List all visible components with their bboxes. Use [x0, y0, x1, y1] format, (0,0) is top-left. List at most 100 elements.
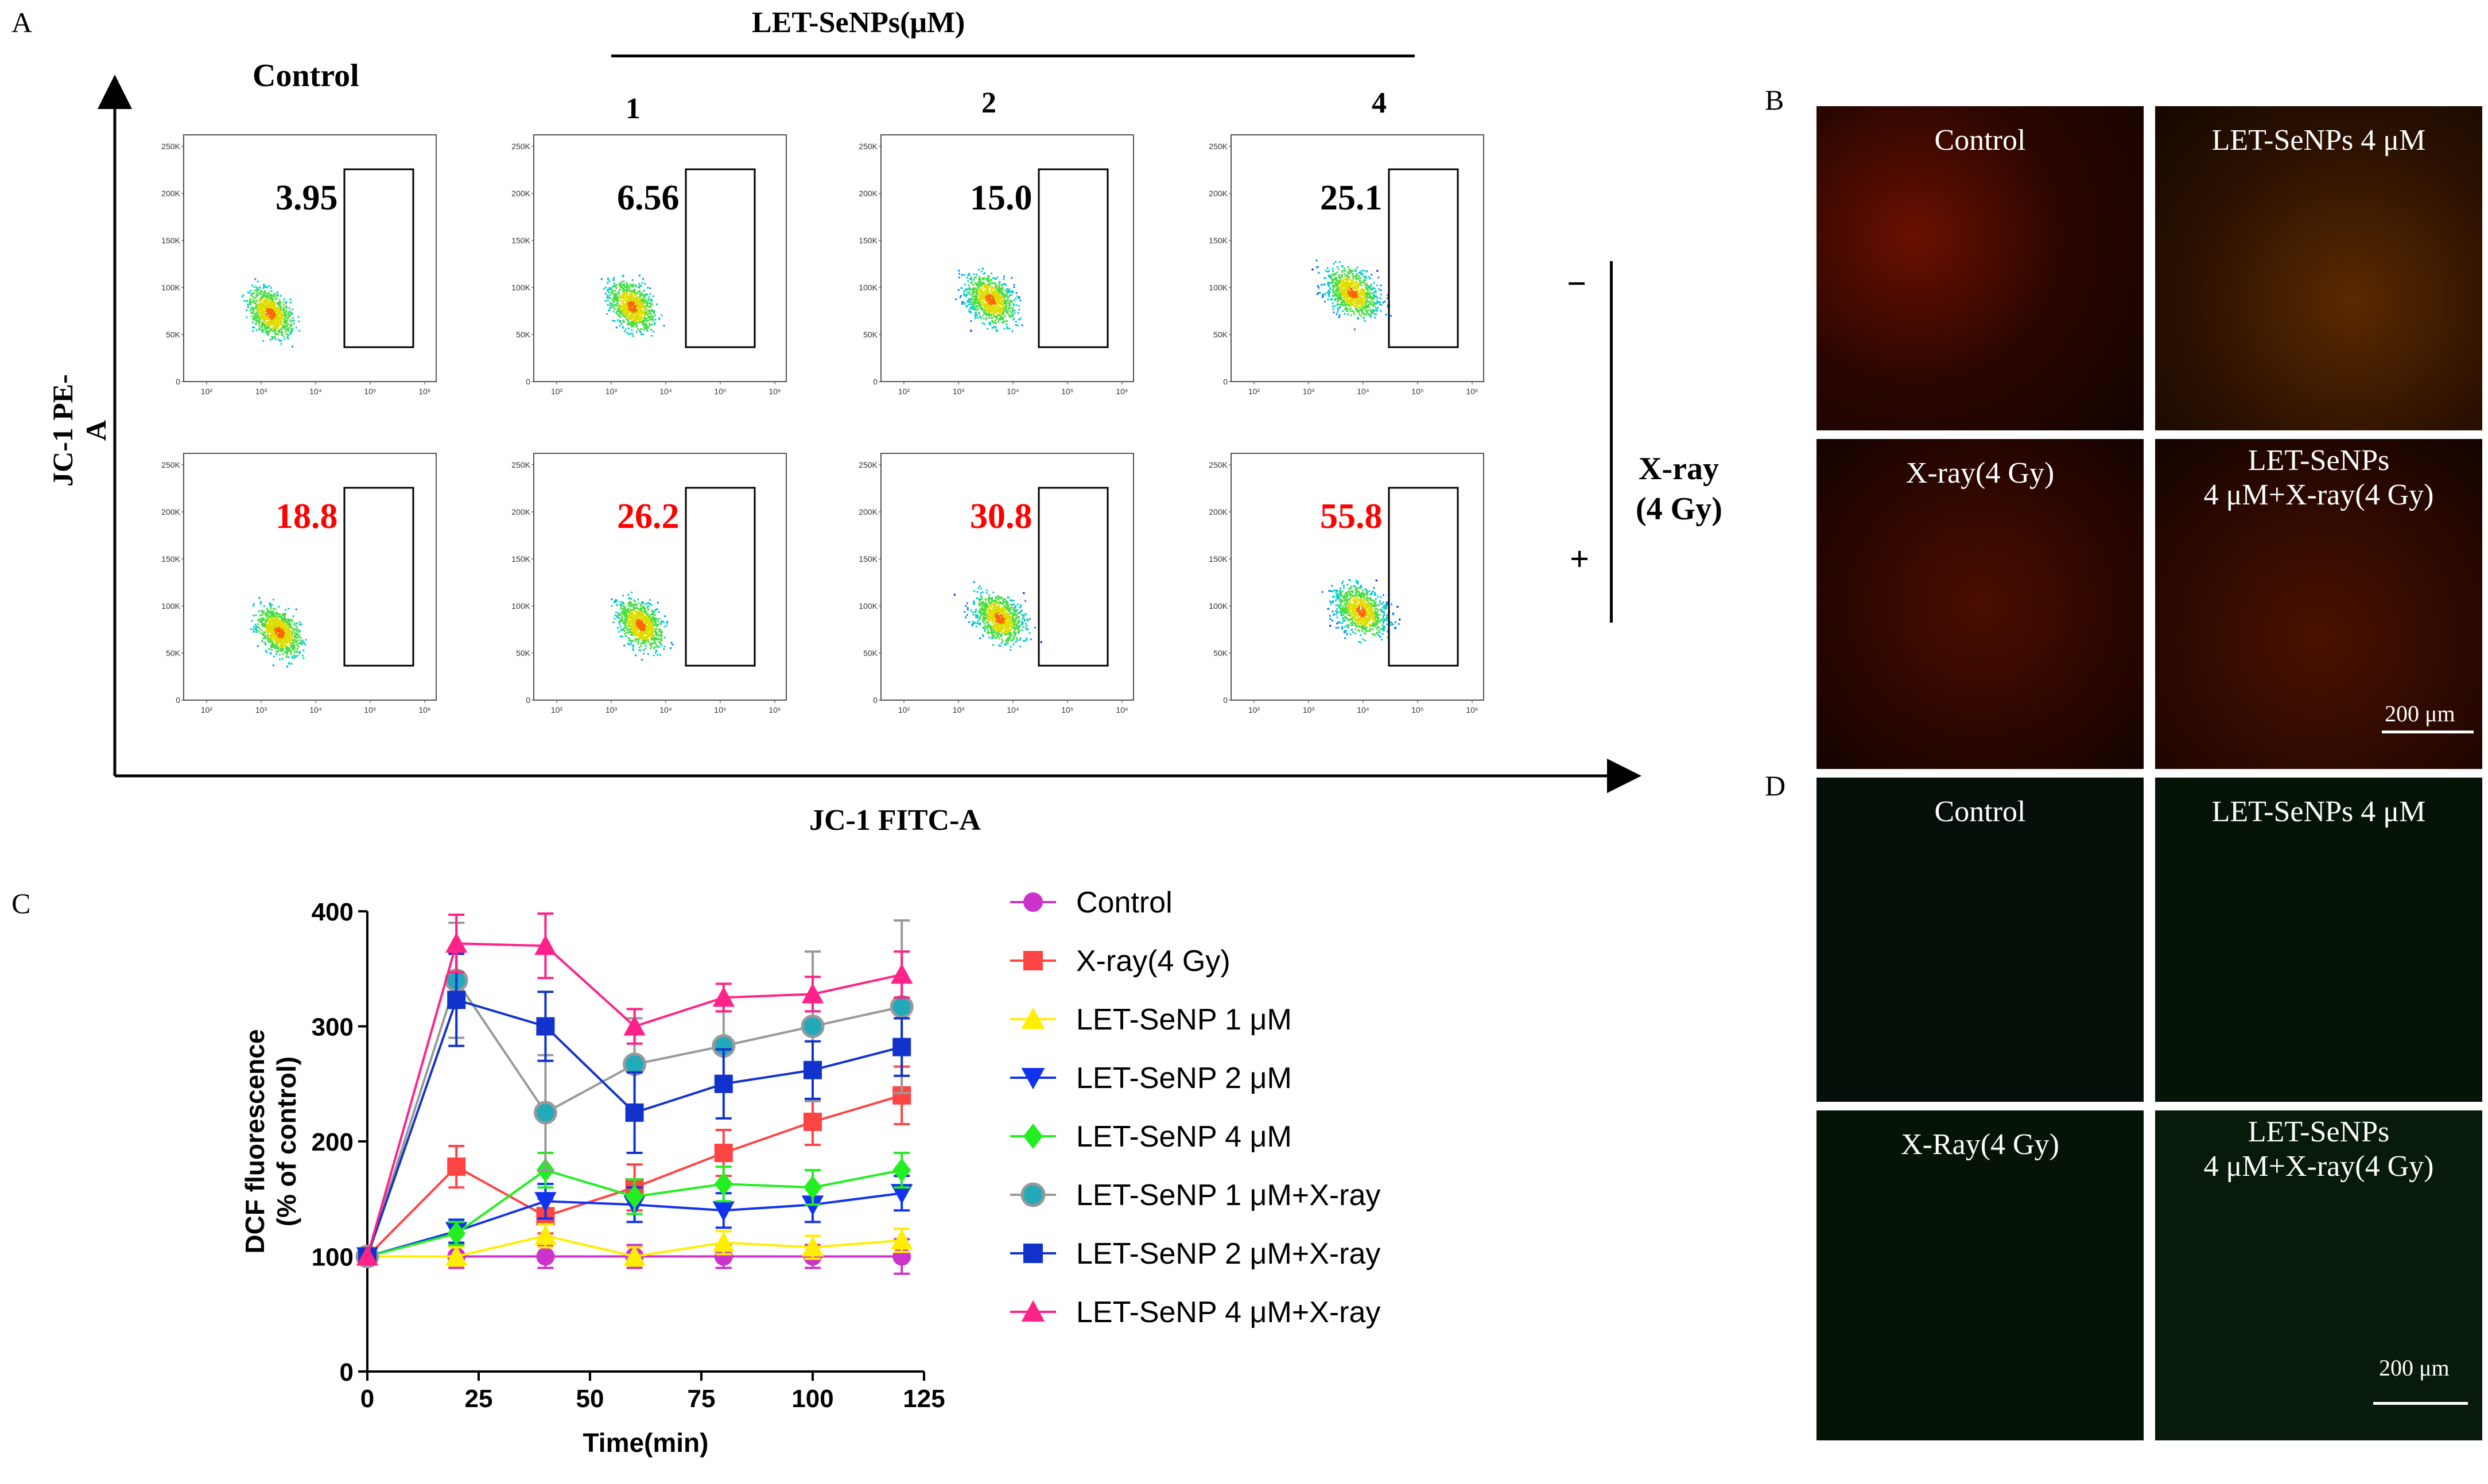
chart-series-7: [358, 953, 911, 1266]
x-axis-label-jc1-fitc: JC-1 FITC-A: [809, 804, 981, 837]
flow-x-tick: 10³: [605, 387, 618, 396]
flow-y-tick: 0: [176, 377, 180, 386]
chart-data-point: [447, 990, 466, 1009]
flow-x-tick: 10⁶: [1116, 705, 1128, 714]
flow-gate-box: [1388, 168, 1459, 348]
panel-a-axes: [98, 75, 1641, 793]
chart-legend-label: X-ray(4 Gy): [1076, 945, 1231, 978]
panel-label-c: C: [11, 887, 31, 919]
micrograph-d-control-label: Control: [1934, 795, 2026, 828]
flow-plot-r1-c4: 250K 200K 150K 100K 50K 0 10² 10³ 10⁴ 10⁵ 10⁶ 25.1: [1209, 134, 1484, 396]
flow-y-tick: 100K: [1209, 601, 1228, 611]
flow-y-tick: 150K: [511, 554, 530, 564]
xray-label-line1: X-ray: [1639, 451, 1719, 487]
col-label-control: Control: [253, 58, 359, 94]
flow-x-tick: 10³: [255, 705, 267, 714]
flow-x-tick: 10⁵: [1061, 705, 1073, 714]
chart-x-tick-label: 75: [688, 1385, 716, 1413]
chart-legend-label: LET-SeNP 1 μM: [1076, 1003, 1292, 1036]
micrograph-b-xray-label: X-ray(4 Gy): [1905, 457, 2055, 490]
flow-plot-r2-c2: 250K 200K 150K 100K 50K 0 10² 10³ 10⁴ 10⁵ 10⁶ 26.2: [511, 453, 787, 714]
chart-data-point: [536, 1017, 555, 1036]
flow-x-tick: 10⁶: [418, 705, 430, 714]
chart-x-tick-label: 0: [360, 1385, 374, 1413]
flow-y-tick: 200K: [859, 189, 878, 198]
flow-x-tick: 10³: [255, 387, 267, 396]
chart-legend-marker: [1021, 1068, 1045, 1090]
chart-data-point: [890, 994, 914, 1019]
micrograph-d-let4-xray-label: LET-SeNPs 4 μM+X-ray(4 Gy): [2203, 1116, 2434, 1183]
chart-y-tick-label: 200: [312, 1128, 354, 1156]
micrograph-b-let4-xray: LET-SeNPs 4 μM+X-ray(4 Gy) 200 μm: [2155, 439, 2482, 769]
flow-x-tick: 10⁴: [659, 387, 672, 396]
chart-data-point: [714, 1172, 733, 1196]
flow-plot-r1-c2: 250K 200K 150K 100K 50K 0 10² 10³ 10⁴ 10⁵ 10⁶ 6.56: [511, 134, 787, 396]
chart-legend-label: LET-SeNP 1 μM+X-ray: [1076, 1179, 1380, 1212]
flow-gate-box: [343, 487, 414, 667]
flow-x-tick: 10⁵: [1411, 705, 1423, 714]
flow-y-tick: 250K: [161, 460, 180, 469]
chart-legend-item-2: X-ray(4 Gy): [1010, 945, 1231, 978]
flow-x-tick: 10³: [953, 705, 965, 714]
col-label-1: 1: [626, 92, 641, 125]
micrograph-d-let4-xray: LET-SeNPs 4 μM+X-ray(4 Gy) 200 μm: [2155, 1110, 2482, 1440]
flow-gate-box: [343, 168, 414, 348]
chart-legend-marker: [1021, 1300, 1045, 1322]
flow-y-tick: 100K: [859, 283, 878, 292]
col-label-4: 4: [1372, 87, 1387, 119]
flow-x-tick: 10³: [605, 705, 618, 714]
flow-y-tick: 200K: [859, 507, 878, 516]
flow-y-tick: 100K: [511, 601, 530, 611]
chart-data-point: [804, 1060, 822, 1079]
chart-data-point: [625, 1184, 644, 1209]
flow-x-tick: 10⁴: [659, 705, 672, 714]
micrograph-d-xray: X-Ray(4 Gy): [1816, 1110, 2144, 1440]
chart-legend-label: LET-SeNP 2 μM: [1076, 1062, 1292, 1095]
xray-minus-sign: −: [1567, 265, 1587, 302]
chart-x-tick-label: 100: [791, 1385, 833, 1413]
chart-data-point: [534, 934, 557, 955]
chart-legend-marker: [1021, 1007, 1045, 1029]
flow-y-tick: 250K: [1209, 460, 1228, 469]
chart-data-point: [714, 1247, 733, 1266]
flow-x-tick: 10⁶: [1466, 387, 1478, 396]
flow-x-tick: 10³: [953, 387, 965, 396]
chart-series-8: [356, 912, 913, 1266]
micrograph-b-let4: LET-SeNPs 4 μM: [2155, 106, 2482, 430]
flow-y-tick: 0: [873, 377, 878, 386]
flow-y-tick: 100K: [161, 601, 180, 611]
flow-x-tick: 10⁶: [1116, 387, 1128, 396]
chart-legend-label: Control: [1076, 886, 1173, 919]
flow-x-tick: 10⁵: [714, 705, 726, 714]
gate-percent-xray: 30.8: [970, 497, 1033, 536]
scalebar-d-line: [2373, 1402, 2468, 1405]
scalebar-d-text: 200 μm: [2379, 1355, 2450, 1381]
gate-percent-xray: 26.2: [617, 497, 680, 536]
flow-y-tick: 100K: [859, 601, 878, 611]
col-label-2: 2: [981, 87, 996, 119]
chart-legend-item-1: Control: [1010, 886, 1173, 919]
flow-x-tick: 10⁵: [364, 387, 376, 396]
chart-data-point: [712, 986, 735, 1007]
flow-x-tick: 10²: [551, 705, 563, 714]
chart-legend-item-8: LET-SeNP 4 μM+X-ray: [1010, 1296, 1380, 1329]
flow-y-tick: 150K: [511, 236, 530, 245]
flow-x-tick: 10⁴: [309, 387, 322, 396]
chart-legend-marker: [1023, 1244, 1043, 1263]
chart-data-point: [712, 1201, 735, 1222]
chart-data-point: [801, 1015, 825, 1038]
flow-y-tick: 200K: [161, 189, 180, 198]
flow-plot-r2-c1: 250K 200K 150K 100K 50K 0 10² 10³ 10⁴ 10⁵ 10⁶ 18.8: [161, 453, 437, 714]
flow-y-tick: 50K: [516, 330, 531, 339]
panel-label-d: D: [1765, 770, 1786, 802]
flow-gate-box: [685, 487, 756, 667]
chart-legend-label: LET-SeNP 4 μM+X-ray: [1076, 1296, 1380, 1329]
chart-data-point: [801, 1236, 824, 1257]
chart-data-point: [625, 1103, 644, 1122]
flow-x-tick: 10⁴: [1357, 705, 1369, 714]
flow-x-tick: 10⁶: [418, 387, 430, 396]
chart-y-label-line2: (% of control): [271, 1056, 301, 1226]
flow-x-tick: 10²: [201, 387, 213, 396]
flow-y-tick: 250K: [161, 142, 180, 151]
